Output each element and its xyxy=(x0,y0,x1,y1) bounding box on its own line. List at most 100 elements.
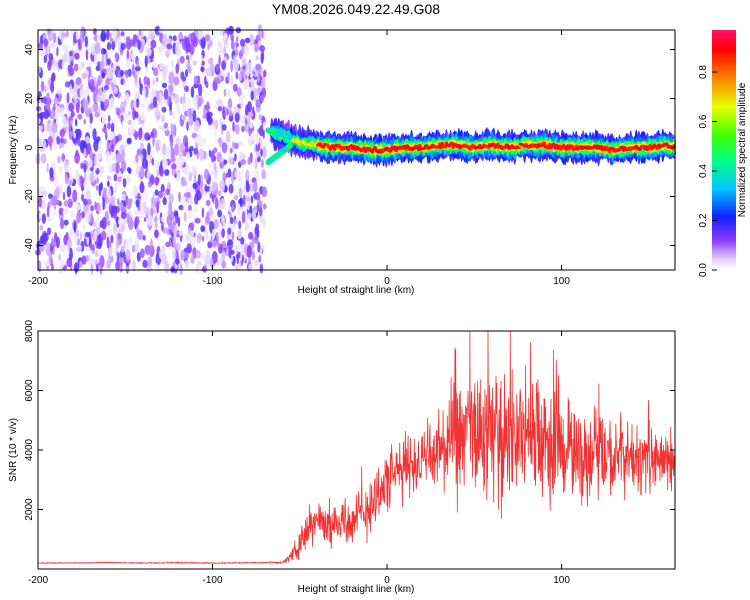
heatmap-noise-cell xyxy=(187,97,190,110)
heatmap-noise-cell xyxy=(172,35,177,42)
heatmap-noise-cell xyxy=(140,248,145,259)
heatmap-noise-cell xyxy=(96,265,99,272)
heatmap-noise-cell xyxy=(234,142,239,149)
heatmap-noise-cell xyxy=(148,30,155,38)
heatmap-noise-cell xyxy=(105,197,110,205)
heatmap-ridge-cell xyxy=(610,146,615,151)
heatmap-noise-cell xyxy=(53,102,56,112)
bottom-y-axis-label: SNR (10 * v/v) xyxy=(8,418,19,482)
heatmap-noise-cell xyxy=(142,86,146,99)
heatmap-noise-cell xyxy=(162,33,168,47)
heatmap-ridge-cell xyxy=(436,145,440,149)
heatmap-noise-cell xyxy=(204,75,207,86)
heatmap-ridge-cell xyxy=(549,146,553,150)
heatmap-noise-cell xyxy=(157,92,161,104)
heatmap-noise-cell xyxy=(222,249,226,261)
heatmap-noise-cell xyxy=(98,87,103,97)
heatmap-noise-cell xyxy=(111,162,116,172)
heatmap-noise-cell xyxy=(95,185,99,191)
heatmap-noise-cell xyxy=(259,205,263,217)
heatmap-noise-cell xyxy=(209,63,215,77)
heatmap-noise-cell xyxy=(186,151,191,161)
heatmap-noise-cell xyxy=(65,165,72,173)
heatmap-noise-cell xyxy=(106,236,110,249)
heatmap-noise-cell xyxy=(208,65,211,77)
heatmap-noise-cell xyxy=(217,209,223,218)
heatmap-noise-cell xyxy=(209,256,213,269)
heatmap-noise-cell xyxy=(237,140,243,147)
heatmap-noise-cell xyxy=(56,46,59,57)
heatmap-noise-cell xyxy=(224,185,228,193)
heatmap-noise-cell xyxy=(249,183,255,192)
heatmap-noise-cell xyxy=(62,209,68,216)
heatmap-noise-cell xyxy=(259,263,264,274)
heatmap-noise-cell xyxy=(170,94,174,103)
heatmap-noise-cell xyxy=(240,237,245,245)
heatmap-noise-cell xyxy=(208,124,214,130)
heatmap-noise-cell xyxy=(233,194,239,201)
heatmap-noise-cell xyxy=(110,144,115,153)
heatmap-noise-cell xyxy=(178,230,183,237)
heatmap-noise-cell xyxy=(147,181,152,188)
heatmap-noise-cell xyxy=(247,101,252,113)
heatmap-noise-cell xyxy=(174,143,179,157)
heatmap-noise-cell xyxy=(249,34,255,46)
bottom-y-tick-label: 8000 xyxy=(24,319,35,342)
heatmap-noise-cell xyxy=(49,43,55,49)
heatmap-noise-cell xyxy=(210,150,215,163)
heatmap-noise-cell xyxy=(202,266,207,272)
heatmap-noise-cell xyxy=(196,238,201,244)
heatmap-noise-cell xyxy=(262,69,267,78)
heatmap-noise-cell xyxy=(144,217,147,222)
heatmap-noise-cell xyxy=(245,182,250,193)
heatmap-noise-cell xyxy=(160,184,165,192)
heatmap-noise-cell xyxy=(100,92,107,103)
heatmap-ridge-cell xyxy=(302,140,306,144)
heatmap-noise-cell xyxy=(98,233,101,247)
heatmap-noise-cell xyxy=(182,197,186,210)
heatmap-noise-cell xyxy=(144,55,148,68)
heatmap-noise-cell xyxy=(146,266,152,273)
heatmap-noise-cell xyxy=(248,136,252,146)
heatmap-noise-cell xyxy=(55,136,61,145)
heatmap-noise-cell xyxy=(72,90,78,100)
heatmap-noise-cell xyxy=(94,251,99,257)
heatmap-noise-cell xyxy=(154,176,159,186)
heatmap-noise-cell xyxy=(206,211,210,223)
heatmap-noise-cell xyxy=(151,90,157,98)
heatmap-noise-cell xyxy=(93,153,100,166)
top-y-axis: -40 -20 0 20 40 xyxy=(24,44,675,253)
heatmap-noise-cell xyxy=(150,131,154,138)
heatmap-noise-cell xyxy=(48,60,52,66)
heatmap-noise-cell xyxy=(213,163,217,171)
heatmap-noise-cell xyxy=(229,147,233,154)
heatmap-noise-cell xyxy=(53,138,57,151)
heatmap-noise-cell xyxy=(90,243,95,251)
heatmap-noise-cell xyxy=(153,67,159,77)
heatmap-noise-cell xyxy=(249,205,253,214)
heatmap-noise-cell xyxy=(40,80,45,92)
heatmap-noise-cell xyxy=(213,218,219,230)
heatmap-noise-cell xyxy=(215,63,220,72)
heatmap-noise-cell xyxy=(208,207,214,217)
heatmap-noise-cell xyxy=(255,63,261,71)
heatmap-noise-cell xyxy=(61,60,65,70)
heatmap-noise-cell xyxy=(62,191,66,201)
heatmap-noise-cell xyxy=(139,142,145,150)
heatmap-noise-cell xyxy=(120,223,125,233)
heatmap-noise-cell xyxy=(166,215,173,226)
heatmap-noise-cell xyxy=(110,234,114,244)
heatmap-noise-cell xyxy=(147,142,151,156)
heatmap-noise-cell xyxy=(64,81,71,88)
heatmap-noise-cell xyxy=(168,193,174,204)
heatmap-noise-cell xyxy=(260,94,265,103)
heatmap-noise-cell xyxy=(38,196,42,208)
heatmap-noise-cell xyxy=(45,82,49,94)
heatmap-noise-cell xyxy=(219,179,226,193)
heatmap-noise-cell xyxy=(73,262,80,273)
heatmap-noise-cell xyxy=(80,162,84,170)
heatmap-noise-cell xyxy=(67,179,73,186)
heatmap-noise-cell xyxy=(135,199,140,208)
heatmap-noise-cell xyxy=(206,100,210,113)
heatmap-noise-cell xyxy=(103,85,109,91)
